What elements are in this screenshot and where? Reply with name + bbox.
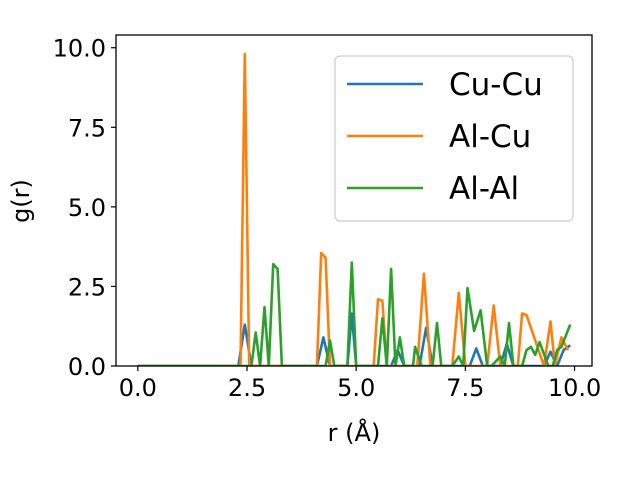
legend-label-al-al: Al-Al	[449, 171, 519, 207]
y-axis-label: g(r)	[7, 179, 35, 223]
x-tick-label: 5.0	[337, 374, 375, 402]
y-tick-label: 2.5	[68, 273, 106, 301]
x-tick-label: 2.5	[228, 374, 266, 402]
y-tick-label: 7.5	[68, 114, 106, 142]
series-layer	[137, 52, 572, 366]
x-tick-label: 0.0	[119, 374, 157, 402]
x-tick-label: 10.0	[548, 374, 601, 402]
x-axis-label: r (Å)	[328, 418, 381, 447]
y-axis: 0.0 2.5 5.0 7.5 10.0	[53, 35, 116, 381]
y-tick-label: 0.0	[68, 353, 106, 381]
legend-frame	[334, 55, 574, 222]
y-tick-label: 10.0	[53, 35, 106, 63]
series-line-cu-cu	[137, 312, 571, 366]
legend-label-cu-cu: Cu-Cu	[449, 67, 543, 103]
plot-frame	[115, 34, 593, 367]
legend-label-al-cu: Al-Cu	[449, 119, 531, 155]
y-tick-label: 5.0	[68, 194, 106, 222]
x-axis: 0.0 2.5 5.0 7.5 10.0	[119, 366, 601, 402]
series-line-al-cu	[137, 52, 570, 366]
legend: Cu-Cu Al-Cu Al-Al	[334, 55, 574, 222]
series-line-al-al	[137, 261, 572, 366]
x-tick-label: 7.5	[446, 374, 484, 402]
